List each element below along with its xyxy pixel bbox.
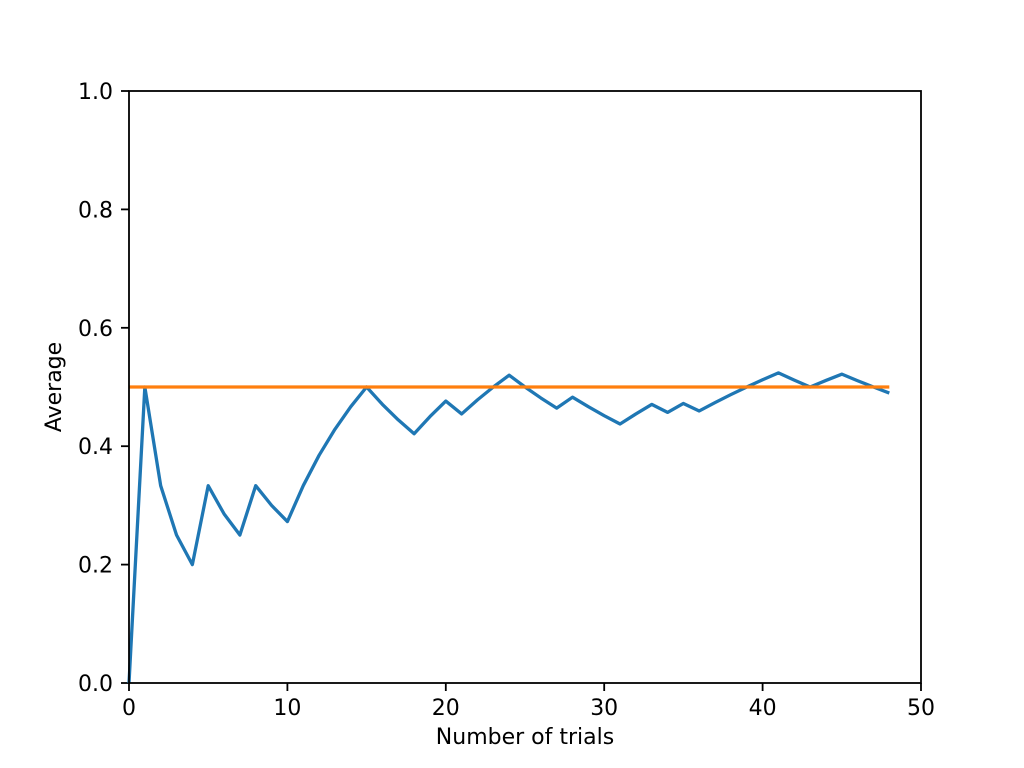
y-tick-label: 0.0 [78,672,113,697]
y-tick-label: 0.8 [78,198,113,223]
y-tick-label: 1.0 [78,80,113,105]
plot-border [128,90,922,684]
series-running-average-line [127,371,890,684]
y-tick-label: 0.6 [78,317,113,342]
x-tick-label: 10 [273,696,301,721]
y-tick-label: 0.2 [78,554,113,579]
y-axis-label: Average [42,341,67,433]
x-tick-label: 40 [749,696,777,721]
x-tick-label: 0 [122,696,136,721]
x-tick-label: 30 [590,696,618,721]
x-axis-label: Number of trials [435,725,615,750]
y-tick-label: 0.4 [78,435,113,460]
x-tick-label: 50 [907,696,935,721]
x-tick-label: 20 [432,696,460,721]
